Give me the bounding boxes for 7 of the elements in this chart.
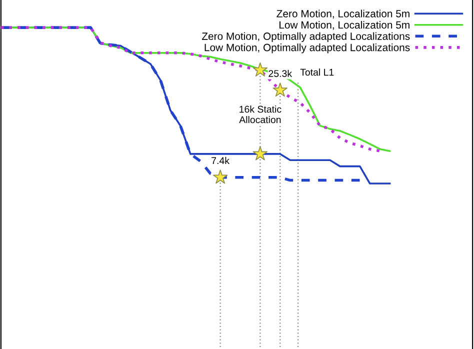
legend-label: Zero Motion, Localization 5m [276,10,410,19]
legend-label: Low Motion, Localization 5m [280,20,410,30]
legend-label: Zero Motion, Optimally adapted Localizations [202,32,410,42]
legend-label: Low Motion, Optimally adapted Localizations [204,44,410,54]
annotation: 7.4k [212,156,230,164]
annotation: Total L1 [300,68,334,76]
annotation: 16k Static Allocation [239,106,282,124]
